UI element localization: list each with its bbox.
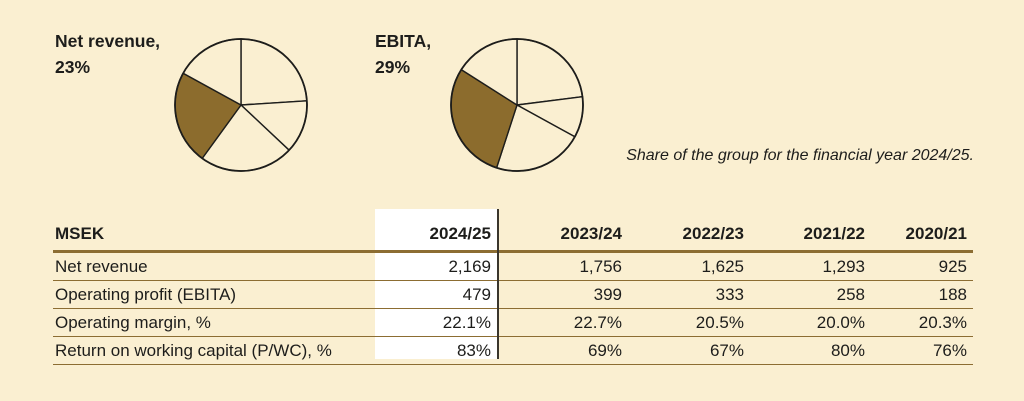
net-revenue-2024-25: 2,169 <box>375 251 497 281</box>
operating-margin-2021-22: 20.0% <box>750 308 871 337</box>
operating-profit-2023-24: 399 <box>497 280 628 309</box>
operating-margin-2020-21: 20.3% <box>871 308 973 337</box>
row-label-operating-margin: Operating margin, % <box>53 308 375 337</box>
year-header-2021-22: 2021/22 <box>750 209 871 253</box>
net-revenue-2022-23: 1,625 <box>628 251 750 281</box>
net-revenue-2020-21: 925 <box>871 251 973 281</box>
pie-slice <box>240 38 308 106</box>
operating-profit-2020-21: 188 <box>871 280 973 309</box>
pie-outline <box>174 38 308 172</box>
operating-profit-2022-23: 333 <box>628 280 750 309</box>
year-header-2022-23: 2022/23 <box>628 209 750 253</box>
return-pwc-2023-24: 69% <box>497 336 628 365</box>
net-revenue-pie-label-line2: 23% <box>55 57 91 77</box>
table-row: Return on working capital (P/WC), % 83% … <box>53 336 973 365</box>
share-caption: Share of the group for the financial yea… <box>626 147 974 164</box>
pie-outline <box>450 38 584 172</box>
highlighted-column-divider-line <box>497 209 499 359</box>
operating-margin-2024-25: 22.1% <box>375 308 497 337</box>
ebita-pie-label-line1: EBITA, <box>375 31 432 51</box>
year-header-2023-24: 2023/24 <box>497 209 628 253</box>
pie-slice <box>516 38 584 106</box>
operating-profit-2024-25: 479 <box>375 280 497 309</box>
table-row: Operating profit (EBITA) 479 399 333 258… <box>53 280 973 309</box>
net-revenue-pie-label: Net revenue, 23% <box>55 28 160 80</box>
return-pwc-2024-25: 83% <box>375 336 497 365</box>
operating-profit-2021-22: 258 <box>750 280 871 309</box>
operating-margin-2023-24: 22.7% <box>497 308 628 337</box>
table-row: Net revenue 2,169 1,756 1,625 1,293 925 <box>53 251 973 281</box>
ebita-pie-label-line2: 29% <box>375 57 411 77</box>
table-header-row: MSEK 2024/25 2023/24 2022/23 2021/22 202… <box>53 209 973 253</box>
ebita-pie-chart <box>450 38 584 172</box>
net-revenue-2021-22: 1,293 <box>750 251 871 281</box>
year-header-2024-25: 2024/25 <box>375 209 497 253</box>
unit-label-header: MSEK <box>53 209 375 253</box>
five-year-summary-table: MSEK 2024/25 2023/24 2022/23 2021/22 202… <box>53 209 973 365</box>
row-label-operating-profit: Operating profit (EBITA) <box>53 280 375 309</box>
year-header-2020-21: 2020/21 <box>871 209 973 253</box>
row-label-net-revenue: Net revenue <box>53 251 375 281</box>
net-revenue-pie-chart <box>174 38 308 172</box>
ebita-pie-label: EBITA, 29% <box>375 28 431 80</box>
return-pwc-2022-23: 67% <box>628 336 750 365</box>
net-revenue-2023-24: 1,756 <box>497 251 628 281</box>
return-pwc-2020-21: 76% <box>871 336 973 365</box>
return-pwc-2021-22: 80% <box>750 336 871 365</box>
row-label-return-on-working-capital: Return on working capital (P/WC), % <box>53 336 375 365</box>
financial-summary-table: MSEK 2024/25 2023/24 2022/23 2021/22 202… <box>53 209 973 365</box>
net-revenue-pie-label-line1: Net revenue, <box>55 31 161 51</box>
operating-margin-2022-23: 20.5% <box>628 308 750 337</box>
table-row: Operating margin, % 22.1% 22.7% 20.5% 20… <box>53 308 973 337</box>
